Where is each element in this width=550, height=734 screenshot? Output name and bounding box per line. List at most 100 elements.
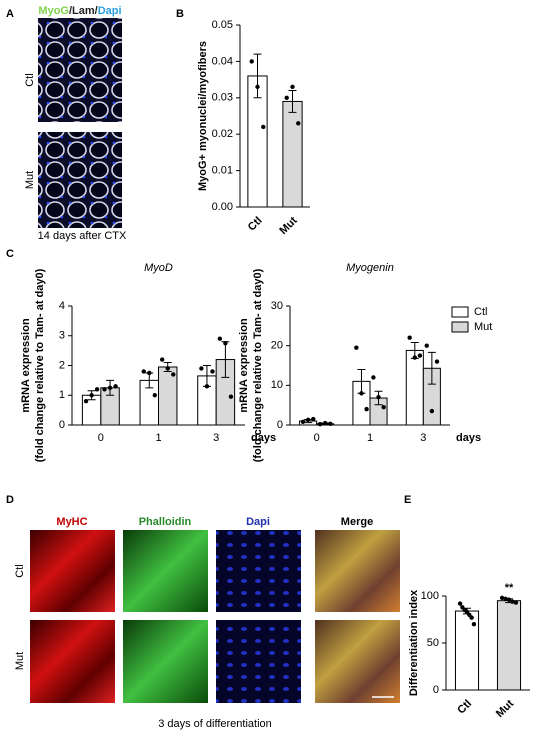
data-point [469, 615, 474, 620]
bar [405, 349, 424, 426]
bar [282, 100, 303, 208]
x-tick-label: Mut [277, 214, 300, 237]
data-point [94, 387, 100, 392]
y-tick-label: 0.05 [212, 19, 233, 31]
y-tick-label: 3 [59, 330, 65, 342]
data-point [407, 335, 412, 340]
data-point [434, 359, 440, 364]
image [315, 620, 400, 703]
x-tick-label: 3 [420, 432, 426, 444]
y-tick-label: 4 [59, 300, 65, 312]
y-tick-label: 30 [271, 300, 283, 312]
image [30, 620, 115, 703]
y-tick-label: 0.04 [212, 55, 233, 67]
y-axis-label: (fold change relative to Tam- at day0) [34, 268, 46, 462]
column-label: Phalloidin [139, 516, 192, 528]
data-point [503, 596, 508, 602]
data-point [300, 419, 306, 425]
y-tick-label: 0 [59, 419, 65, 431]
panel-label: D [6, 494, 14, 506]
panel-a: MyoG/Lam/Dapi Ctl Mut 14 days after CTX [24, 5, 127, 242]
image [216, 530, 301, 612]
x-axis-label: days [456, 432, 481, 444]
x-tick-label: Ctl [246, 215, 265, 234]
panel-label: B [176, 8, 184, 20]
stain: Dapi [98, 5, 122, 17]
data-point [296, 121, 301, 126]
data-point [199, 366, 204, 371]
data-point [364, 406, 369, 412]
data-point [376, 395, 381, 400]
y-tick-label: 0.02 [212, 128, 233, 140]
data-point [204, 384, 210, 389]
data-point [141, 369, 146, 374]
row-label: Ctl [24, 73, 36, 86]
data-point [290, 84, 295, 90]
legend-swatch [451, 321, 469, 333]
y-tick-label: 0 [277, 419, 283, 431]
data-point [228, 394, 234, 399]
data-point [223, 340, 228, 346]
data-point [471, 622, 477, 627]
x-tick-label: 3 [213, 432, 219, 444]
y-axis-label: MyoG+ myonuclei/myofibers [197, 41, 209, 191]
data-point [83, 399, 89, 404]
stain-label: MyoG/Lam/Dapi [38, 5, 121, 17]
column-label: Merge [341, 516, 373, 528]
data-point [354, 345, 359, 350]
x-tick-label: 1 [155, 432, 161, 444]
data-point [217, 336, 223, 341]
data-point [210, 369, 215, 374]
data-point [417, 353, 423, 358]
data-point [102, 387, 107, 392]
y-tick-label: 10 [271, 379, 283, 391]
image [123, 530, 208, 612]
stain: MyoG [38, 5, 69, 17]
panel-label: E [404, 494, 411, 506]
data-point [317, 422, 323, 427]
image [315, 530, 400, 612]
annotation: ** [505, 582, 514, 594]
bar [496, 600, 522, 691]
data-point [113, 384, 118, 389]
column-label: Dapi [246, 516, 270, 528]
chart-title: Myogenin [346, 262, 394, 274]
legend-label: Mut [474, 321, 492, 333]
stain: /Lam/ [69, 5, 98, 17]
y-axis-label: mRNA expression [238, 318, 250, 413]
data-point [412, 355, 417, 360]
x-tick-label: 0 [98, 432, 104, 444]
error-bar [427, 351, 436, 385]
data-point [323, 420, 328, 426]
row-label: Mut [24, 171, 36, 189]
data-point [255, 84, 260, 90]
data-point [359, 391, 364, 396]
data-point [159, 357, 165, 362]
image [38, 132, 122, 228]
panel-label: C [6, 248, 14, 260]
panel-d: MyHC Phalloidin Dapi Merge Ctl Mut 3 day… [14, 516, 400, 730]
legend-swatch [451, 306, 469, 318]
data-point [305, 417, 311, 423]
legend-label: Ctl [474, 306, 487, 318]
x-tick-label: 0 [314, 432, 320, 444]
data-point [152, 393, 158, 398]
y-tick-label: 0.03 [212, 92, 233, 104]
image [30, 530, 115, 612]
y-tick-label: 100 [421, 590, 439, 602]
data-point [457, 601, 463, 606]
row-label: Ctl [14, 564, 26, 577]
data-point [328, 421, 333, 427]
y-tick-label: 0 [433, 684, 439, 696]
y-tick-label: 2 [59, 359, 65, 371]
error-bar [253, 53, 262, 99]
chart-title: MyoD [144, 262, 173, 274]
data-point [147, 370, 152, 376]
y-tick-label: 1 [59, 389, 65, 401]
y-tick-label: 0.01 [212, 165, 233, 177]
column-label: MyHC [56, 516, 87, 528]
data-point [499, 595, 505, 601]
y-tick-label: 50 [427, 637, 439, 649]
row-label: Mut [14, 652, 26, 670]
y-tick-label: 20 [271, 340, 283, 352]
